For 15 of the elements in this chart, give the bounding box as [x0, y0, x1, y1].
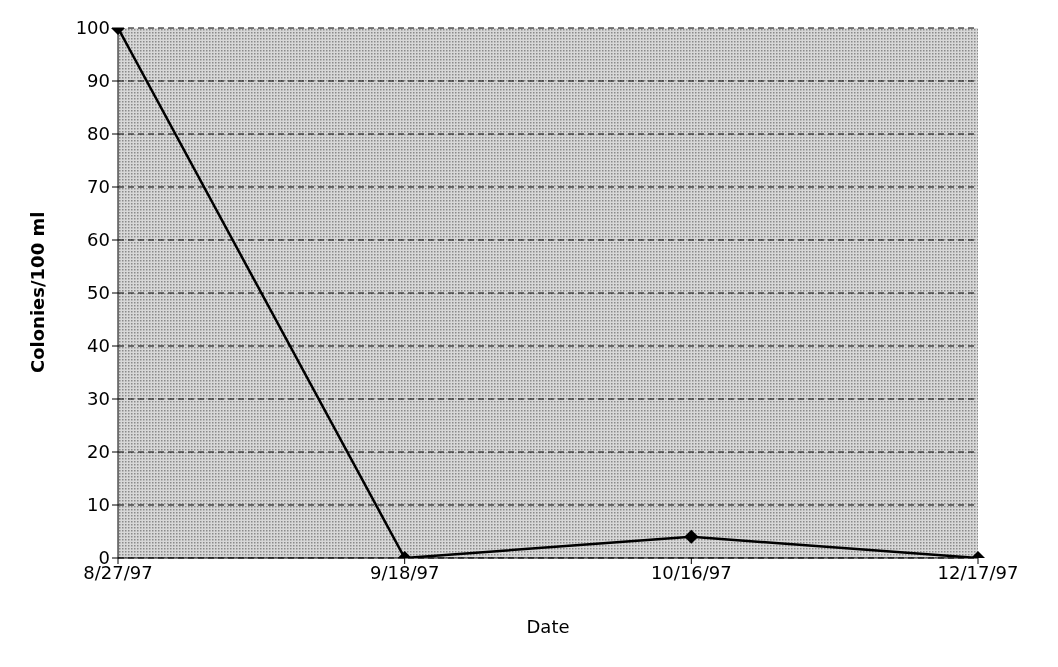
y-axis-title: Colonies/100 ml	[27, 211, 49, 373]
y-tick-label: 20	[87, 441, 110, 463]
x-axis-title: Date	[526, 616, 570, 637]
x-tick-label: 12/17/97	[937, 561, 1019, 583]
y-tick-label: 90	[87, 70, 110, 92]
y-tick-label: 100	[75, 17, 110, 39]
y-tick-label: 70	[87, 176, 110, 198]
y-tick-label: 50	[87, 282, 110, 304]
y-tick-label: 40	[87, 335, 110, 357]
y-tick-label: 60	[87, 229, 110, 251]
x-tick-label: 10/16/97	[650, 561, 732, 583]
y-tick-label: 30	[87, 388, 110, 410]
x-tick-label: 9/18/97	[369, 561, 440, 583]
y-tick-label: 10	[87, 494, 110, 516]
y-tick-label: 80	[87, 123, 110, 145]
